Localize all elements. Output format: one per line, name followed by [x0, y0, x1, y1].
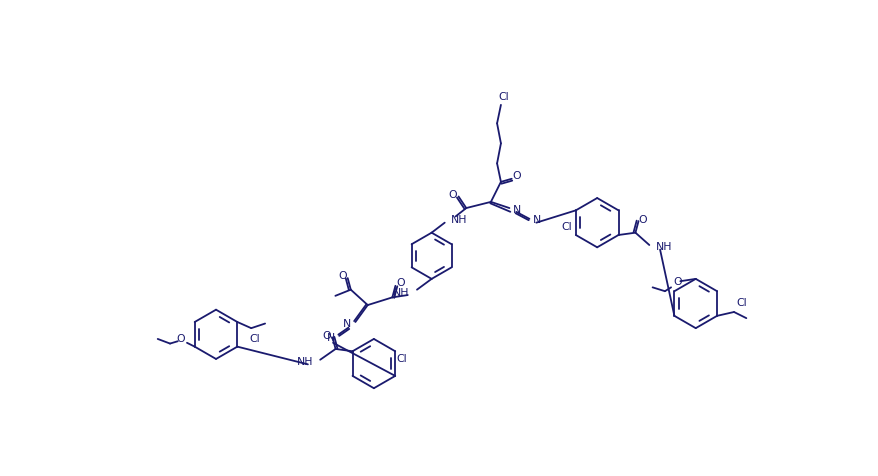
Text: NH: NH — [655, 241, 671, 251]
Text: Cl: Cl — [396, 354, 407, 364]
Text: O: O — [638, 215, 647, 225]
Text: NH: NH — [297, 357, 313, 367]
Text: O: O — [176, 334, 185, 344]
Text: O: O — [673, 277, 680, 287]
Text: O: O — [396, 278, 405, 288]
Text: Cl: Cl — [736, 298, 746, 308]
Text: Cl: Cl — [248, 334, 259, 344]
Text: O: O — [338, 271, 346, 281]
Text: N: N — [327, 333, 335, 343]
Text: O: O — [322, 331, 331, 341]
Text: O: O — [512, 171, 521, 181]
Text: Cl: Cl — [497, 92, 508, 102]
Text: NH: NH — [450, 215, 467, 225]
Text: N: N — [532, 215, 540, 225]
Text: N: N — [343, 319, 351, 329]
Text: O: O — [449, 190, 457, 200]
Text: N: N — [512, 205, 520, 215]
Text: NH: NH — [392, 288, 409, 298]
Text: Cl: Cl — [561, 222, 572, 232]
